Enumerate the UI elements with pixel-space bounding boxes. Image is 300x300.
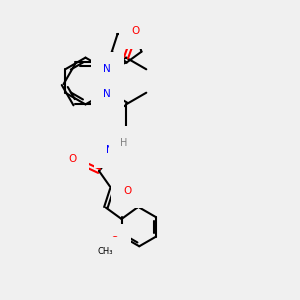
Text: O: O <box>110 236 118 246</box>
Text: O: O <box>132 26 140 36</box>
Text: N: N <box>106 145 114 155</box>
Text: O: O <box>124 186 132 196</box>
Text: CH₃: CH₃ <box>97 247 112 256</box>
Text: O: O <box>69 154 77 164</box>
Text: H: H <box>120 138 128 148</box>
Text: N: N <box>103 89 111 99</box>
Text: N: N <box>103 64 111 74</box>
